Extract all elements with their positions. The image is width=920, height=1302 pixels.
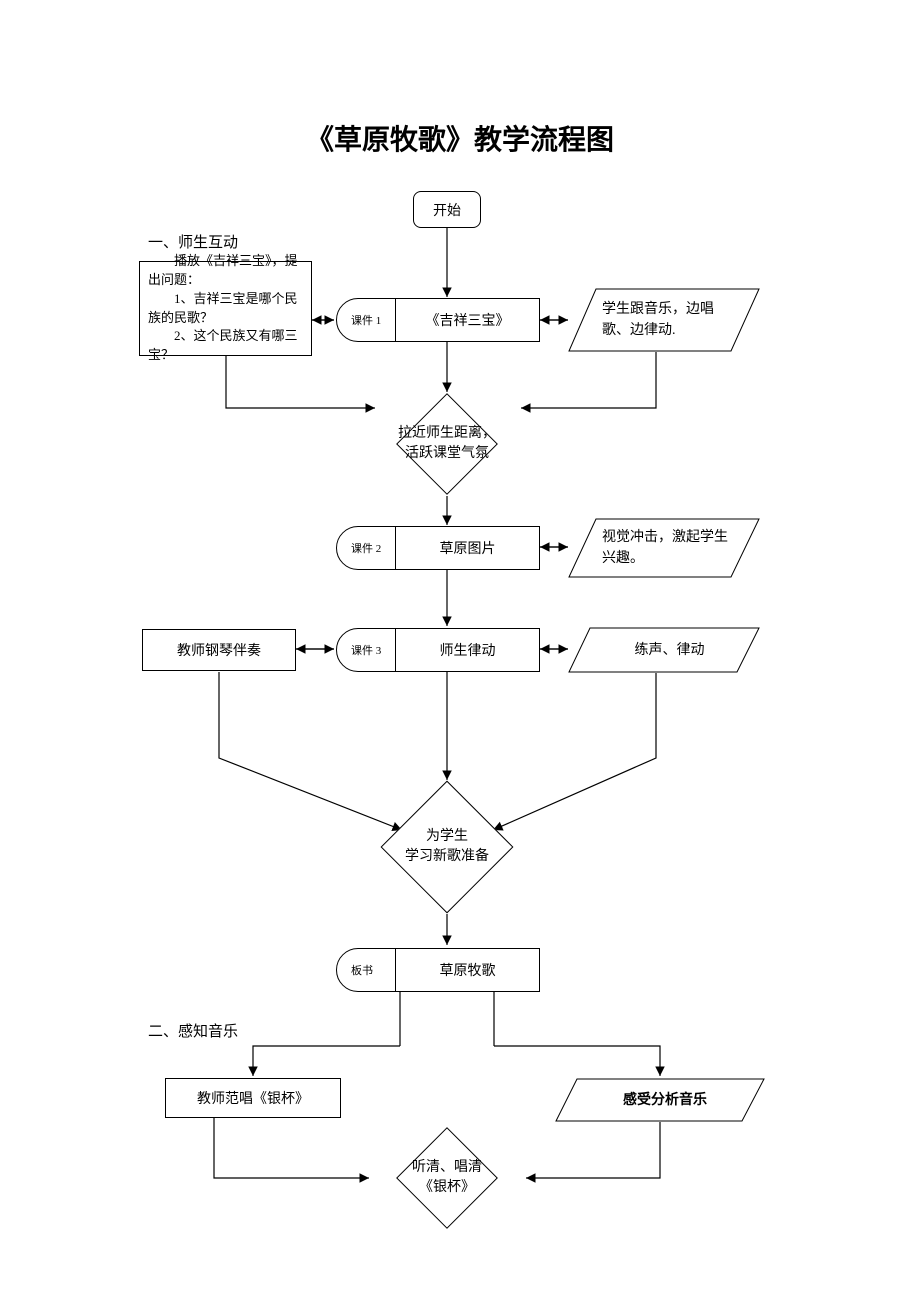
kj2-text: 草原图片	[395, 527, 539, 569]
qbox-line2: 1、吉祥三宝是哪个民族的民歌？	[148, 290, 303, 328]
section-1-label: 一、师生互动	[148, 231, 238, 252]
piano-text: 教师钢琴伴奏	[177, 640, 261, 660]
qbox-line1: 播放《吉祥三宝》，提出问题：	[148, 252, 303, 290]
qbox-line3: 2、这个民族又有哪三宝？	[148, 327, 303, 365]
section-2-label: 二、感知音乐	[148, 1020, 238, 1041]
page-title: 《草原牧歌》教学流程图	[0, 118, 920, 158]
para-3-text: 练声、律动	[602, 628, 737, 672]
bs-label: 板书	[337, 962, 395, 978]
start-node: 开始	[413, 191, 481, 228]
courseware-3: 课件 3 师生律动	[336, 628, 540, 672]
courseware-2: 课件 2 草原图片	[336, 526, 540, 570]
question-box: 播放《吉祥三宝》，提出问题： 1、吉祥三宝是哪个民族的民歌？ 2、这个民族又有哪…	[139, 261, 312, 356]
diamond-1-text: 拉近师生距离， 活跃课堂气氛	[377, 414, 517, 474]
piano-box: 教师钢琴伴奏	[142, 629, 296, 671]
teacher-sing-box: 教师范唱《银杯》	[165, 1078, 341, 1118]
para-4-text: 感受分析音乐	[590, 1080, 740, 1120]
diamond-3-text: 听清、唱清 《银杯》	[377, 1153, 517, 1203]
start-text: 开始	[433, 200, 461, 220]
kj1-label: 课件 1	[337, 312, 395, 328]
para-2-text: 视觉冲击，激起学生兴趣。	[602, 526, 737, 570]
diamond-2-text: 为学生 学习新歌准备	[377, 822, 517, 872]
kj3-label: 课件 3	[337, 642, 395, 658]
board-writing: 板书 草原牧歌	[336, 948, 540, 992]
teacher-sing-text: 教师范唱《银杯》	[197, 1088, 309, 1108]
kj1-text: 《吉祥三宝》	[395, 299, 539, 341]
kj2-label: 课件 2	[337, 540, 395, 556]
para-1-text: 学生跟音乐，边唱歌、边律动.	[602, 298, 737, 342]
courseware-1: 课件 1 《吉祥三宝》	[336, 298, 540, 342]
kj3-text: 师生律动	[395, 629, 539, 671]
bs-text: 草原牧歌	[395, 949, 539, 991]
